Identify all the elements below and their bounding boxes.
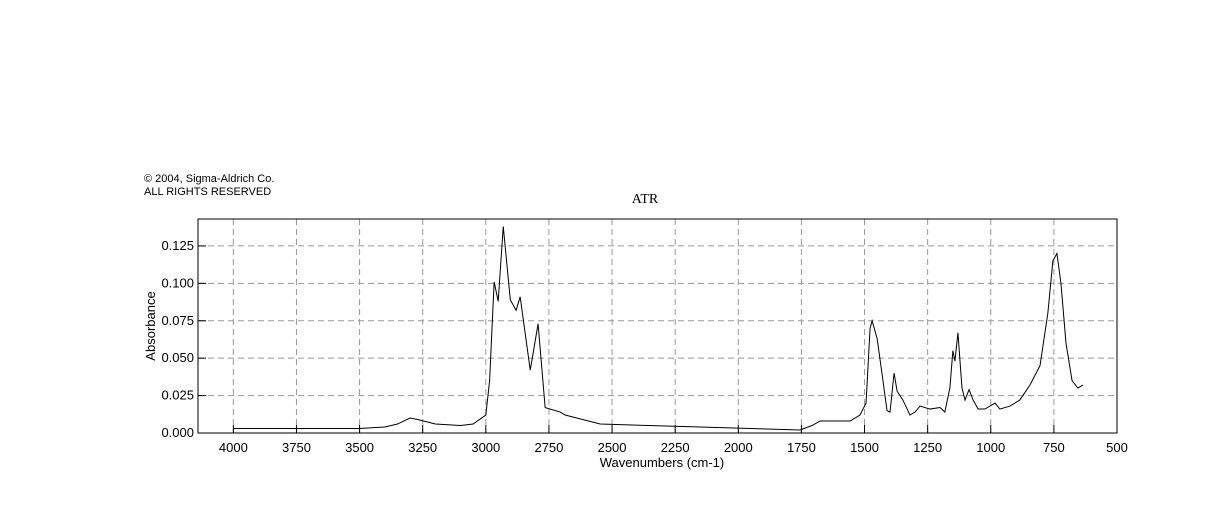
x-tick-label: 3500 xyxy=(345,440,374,455)
y-tick-label: 0.075 xyxy=(161,313,194,328)
chart-title: ATR xyxy=(632,192,659,207)
x-tick-label: 4000 xyxy=(219,440,248,455)
x-tick-label: 2500 xyxy=(598,440,627,455)
y-tick-label: 0.000 xyxy=(161,425,194,440)
x-tick-label: 1750 xyxy=(787,440,816,455)
y-tick-label: 0.050 xyxy=(161,350,194,365)
spectrum-line xyxy=(233,226,1084,431)
y-tick-label: 0.025 xyxy=(161,388,194,403)
x-tick-label: 2000 xyxy=(724,440,753,455)
x-tick-label: 3250 xyxy=(408,440,437,455)
y-tick-label: 0.125 xyxy=(161,238,194,253)
x-tick-label: 1250 xyxy=(913,440,942,455)
y-tick-label: 0.100 xyxy=(161,275,194,290)
x-tick-label: 1500 xyxy=(850,440,879,455)
x-tick-label: 2250 xyxy=(661,440,690,455)
x-tick-label: 500 xyxy=(1106,440,1128,455)
x-tick-label: 3750 xyxy=(282,440,311,455)
x-tick-label: 750 xyxy=(1043,440,1065,455)
plot-frame xyxy=(197,218,1118,434)
x-tick-label: 2750 xyxy=(534,440,563,455)
x-tick-label: 3000 xyxy=(471,440,500,455)
copyright: ALL RIGHTS RESERVED xyxy=(144,186,271,198)
x-axis-label: Wavenumbers (cm-1) xyxy=(600,455,724,470)
copyright: © 2004, Sigma-Aldrich Co. xyxy=(144,173,274,185)
y-axis-label: Absorbance xyxy=(143,291,158,360)
x-tick-label: 1000 xyxy=(976,440,1005,455)
